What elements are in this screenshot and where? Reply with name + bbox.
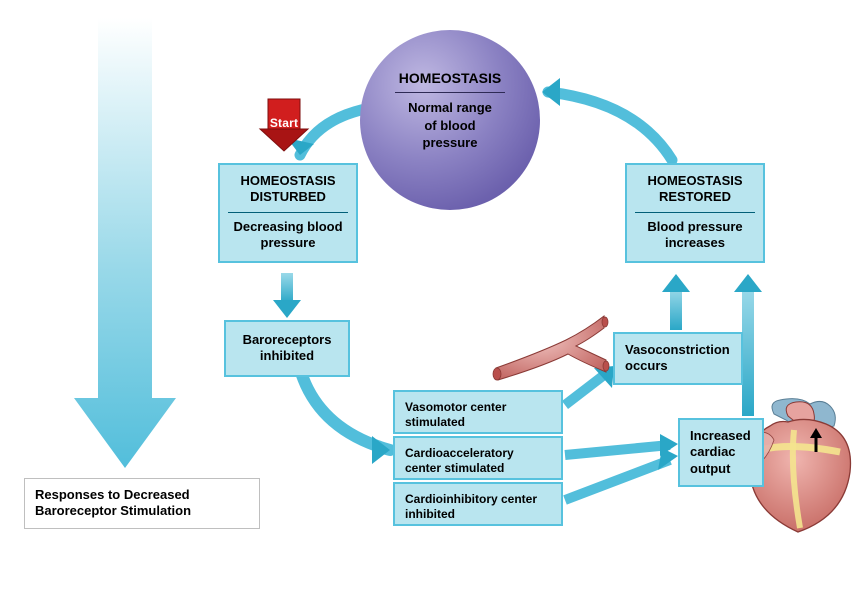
box-cardiac-output: Increased cardiac output	[678, 418, 764, 487]
homeostasis-sphere: HOMEOSTASIS Normal range of blood pressu…	[360, 30, 540, 210]
arrow-disturbed-to-baro	[273, 273, 301, 318]
blood-vessel-icon	[493, 316, 609, 380]
title-line1: Responses to Decreased	[35, 487, 190, 502]
box-disturbed: HOMEOSTASIS DISTURBED Decreasing blood p…	[218, 163, 358, 263]
title-line2: Baroreceptor Stimulation	[35, 503, 191, 518]
box-vasoconstriction: Vasoconstriction occurs	[613, 332, 743, 385]
arrow-restored-to-sphere	[542, 78, 672, 160]
box-cardioinhibitory: Cardioinhibitory center inhibited	[393, 482, 563, 526]
arrow-cardioacc-to-output	[565, 434, 678, 456]
sphere-title: HOMEOSTASIS	[360, 30, 540, 86]
start-badge: Start	[256, 95, 312, 155]
box-cardioacceleratory: Cardioacceleratory center stimulated	[393, 436, 563, 480]
heart-icon	[749, 399, 850, 532]
diagram-title: Responses to Decreased Baroreceptor Stim…	[24, 478, 260, 529]
big-down-arrow-icon	[74, 18, 176, 468]
box-baroreceptors: Baroreceptors inhibited	[224, 320, 350, 377]
arrow-vasomotor-to-vasoconstrict	[565, 366, 614, 405]
arrow-vasoconstrict-to-restored	[662, 274, 690, 330]
box-restored: HOMEOSTASIS RESTORED Blood pressure incr…	[625, 163, 765, 263]
start-label: Start	[256, 116, 312, 130]
box-vasomotor: Vasomotor center stimulated	[393, 390, 563, 434]
arrow-baro-to-centers	[300, 369, 390, 464]
